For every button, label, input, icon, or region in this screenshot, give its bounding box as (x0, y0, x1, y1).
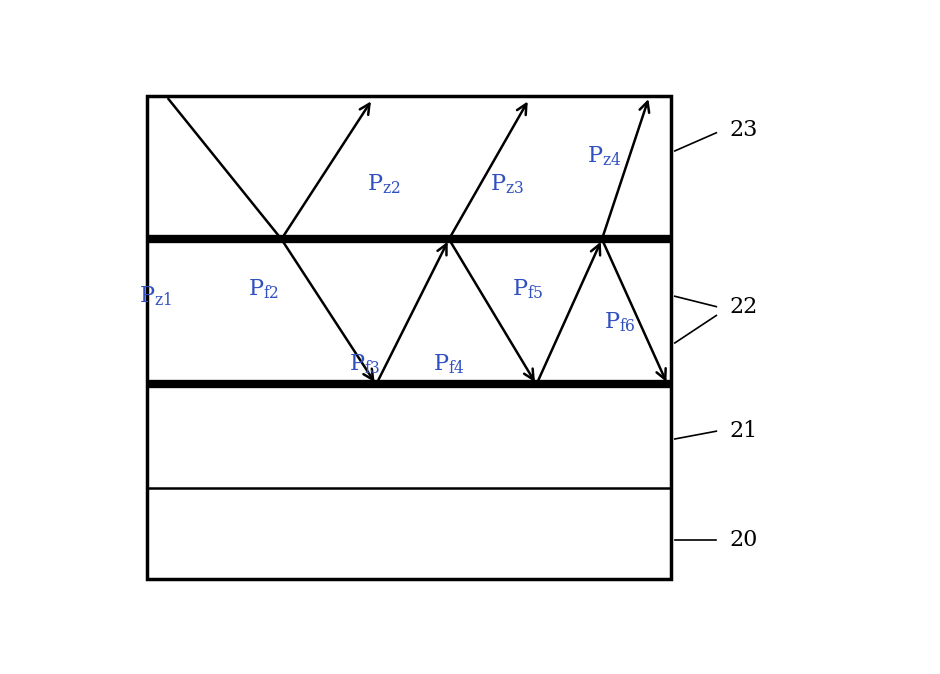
Text: $\mathregular{P_{f3}}$: $\mathregular{P_{f3}}$ (350, 352, 381, 375)
Text: $\mathregular{P_{f4}}$: $\mathregular{P_{f4}}$ (433, 352, 465, 375)
Bar (147, 96, 671, 579)
Text: 23: 23 (729, 119, 758, 141)
Text: $\mathregular{P_{z3}}$: $\mathregular{P_{z3}}$ (491, 173, 525, 197)
Text: 21: 21 (729, 420, 758, 442)
Text: 22: 22 (729, 296, 758, 317)
Text: 20: 20 (729, 529, 758, 551)
Text: $\mathregular{P_{f5}}$: $\mathregular{P_{f5}}$ (511, 278, 543, 301)
Text: $\mathregular{P_{f2}}$: $\mathregular{P_{f2}}$ (247, 278, 279, 301)
Text: $\mathregular{P_{z2}}$: $\mathregular{P_{z2}}$ (367, 173, 400, 197)
Text: $\mathregular{P_{f6}}$: $\mathregular{P_{f6}}$ (604, 311, 636, 334)
Text: $\mathregular{P_{z1}}$: $\mathregular{P_{z1}}$ (139, 284, 172, 308)
Text: $\mathregular{P_{z4}}$: $\mathregular{P_{z4}}$ (587, 144, 621, 168)
